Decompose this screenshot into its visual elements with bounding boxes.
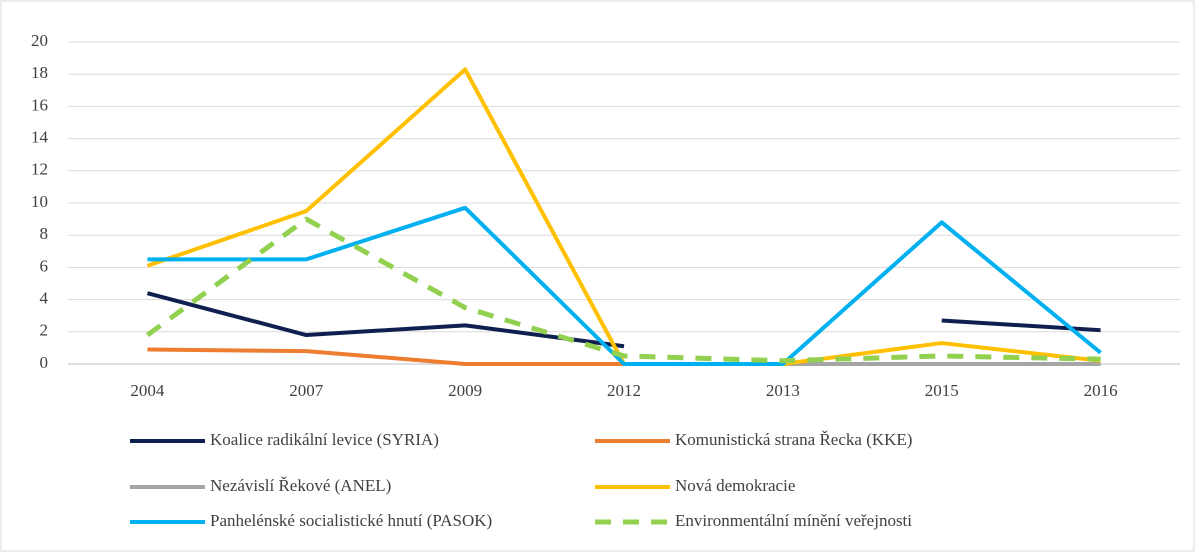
x-tick-label: 2016	[1084, 381, 1118, 400]
y-tick-label: 20	[31, 31, 48, 50]
series-line	[146, 291, 625, 349]
y-tick-label: 12	[31, 160, 48, 179]
x-tick-label: 2009	[448, 381, 482, 400]
y-tick-label: 6	[40, 256, 49, 275]
y-tick-label: 4	[40, 289, 49, 308]
y-tick-label: 18	[31, 63, 48, 82]
legend-label: Komunistická strana Řecka (KKE)	[675, 430, 912, 449]
y-tick-label: 16	[31, 95, 48, 114]
legend-label: Koalice radikální levice (SYRIA)	[210, 430, 439, 449]
y-tick-label: 0	[40, 353, 49, 372]
legend-label: Nová demokracie	[675, 476, 795, 495]
x-tick-label: 2015	[925, 381, 959, 400]
series-line	[147, 205, 1102, 366]
x-tick-label: 2004	[130, 381, 165, 400]
legend-label: Nezávislí Řekové (ANEL)	[210, 476, 391, 495]
x-tick-label: 2007	[289, 381, 324, 400]
y-tick-label: 2	[40, 321, 49, 340]
x-tick-label: 2013	[766, 381, 800, 400]
x-tick-label: 2012	[607, 381, 641, 400]
y-tick-label: 8	[40, 224, 49, 243]
series-line	[145, 216, 1101, 364]
y-tick-label: 14	[31, 128, 49, 147]
legend-label: Panhelénské socialistické hnutí (PASOK)	[210, 511, 492, 530]
y-tick-label: 10	[31, 192, 48, 211]
legend-label: Environmentální mínění veřejnosti	[675, 511, 912, 530]
